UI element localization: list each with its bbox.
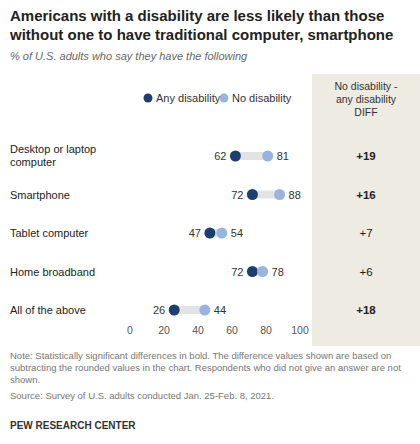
category-label: All of the above [10,304,118,317]
category-label: Desktop or laptop computer [10,143,118,169]
data-label: 47 [189,227,201,239]
legend-label: Any disability [156,92,221,104]
diff-value: +18 [356,304,376,316]
dot [247,189,258,200]
title: Americans with a disability are less lik… [10,6,415,44]
dot [216,228,227,239]
diff-value: +16 [356,189,376,201]
diff-header: DIFF [354,106,377,118]
legend-swatch [144,94,153,103]
data-label: 88 [289,189,301,201]
data-label: 62 [214,150,226,162]
x-tick-label: 80 [260,324,272,336]
data-label: 26 [153,304,165,316]
category-label: Home broadband [10,265,118,278]
legend-label: No disability [232,92,292,104]
dot [262,151,273,162]
category-label: Tablet computer [10,227,118,240]
data-label: 44 [214,304,226,316]
chart: Any disability No disability No disability… [0,0,420,444]
diff-column-background [312,74,420,346]
dot [199,305,210,316]
x-tick-label: 20 [158,324,170,336]
credit: PEW RESEARCH CENTER [10,420,136,431]
diff-value: +19 [356,150,376,162]
data-label: 81 [277,150,289,162]
dot [274,189,285,200]
diff-header: No disability - [334,80,398,92]
diff-value: +7 [359,227,372,239]
dot [247,266,258,277]
category-label: Smartphone [10,188,118,201]
data-label: 72 [231,266,243,278]
diff-header: any disability [336,93,397,105]
dot [230,151,241,162]
x-tick-label: 100 [291,324,309,336]
x-tick-label: 40 [192,324,204,336]
dot [169,305,180,316]
data-label: 54 [231,227,243,239]
dot [204,228,215,239]
x-tick-label: 60 [226,324,238,336]
source: Source: Survey of U.S. adults conducted … [10,390,410,402]
data-label: 72 [231,189,243,201]
legend-swatch [220,94,229,103]
marks [169,151,285,316]
x-tick-label: 0 [127,324,133,336]
dot [257,266,268,277]
diff-value: +6 [359,266,372,278]
subtitle: % of U.S. adults who say they have the f… [10,50,410,62]
data-label: 78 [272,266,284,278]
note: Note: Statistically significant differen… [10,350,410,386]
